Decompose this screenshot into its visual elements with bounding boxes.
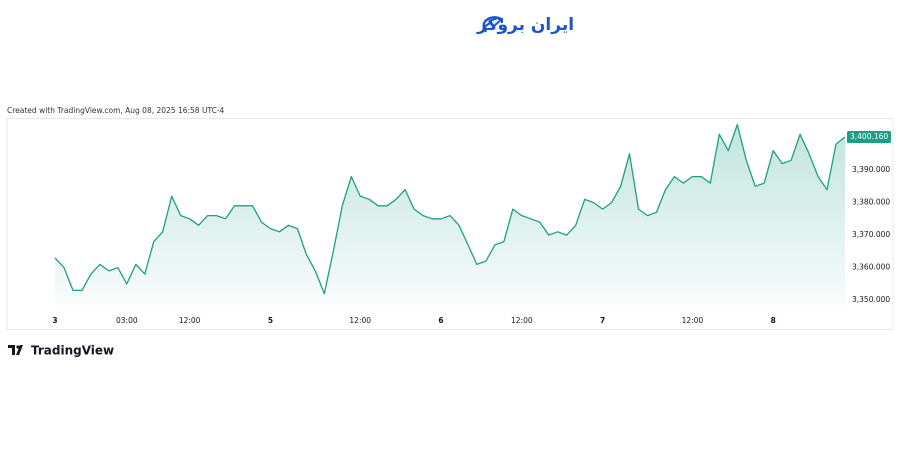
x-tick-label: 3 <box>52 316 57 325</box>
y-tick-label: 3,390.000 <box>852 165 890 174</box>
brand-icon-arrow <box>483 18 503 28</box>
chart-frame <box>6 118 894 330</box>
price-line <box>54 123 846 295</box>
last-price-label: 3,400.160 <box>850 132 888 141</box>
y-tick-label: 3,370.000 <box>852 230 890 239</box>
x-tick-label: 12:00 <box>511 316 533 325</box>
x-tick-label: 5 <box>268 316 273 325</box>
y-tick-label: 3,360.000 <box>852 263 890 272</box>
area <box>55 124 845 305</box>
x-tick-label: 12:00 <box>179 316 201 325</box>
y-tick-label: 3,380.000 <box>852 198 890 207</box>
y-tick-label: 3,350.000 <box>852 295 890 304</box>
x-tick-label: 7 <box>600 316 605 325</box>
brand-name: ایران بروکر <box>476 15 574 35</box>
tv-icon-dot <box>16 345 20 349</box>
caption: Created with TradingView.com, Aug 08, 20… <box>7 106 225 115</box>
footer-logo: TradingView <box>8 344 114 358</box>
x-tick-label: 8 <box>771 316 776 325</box>
x-tick-label: 03:00 <box>116 316 138 325</box>
plot: 3,350.000 3,360.000 3,370.000 3,380.000 3,39… <box>52 123 891 325</box>
x-tick-label: 12:00 <box>349 316 371 325</box>
tv-icon <box>8 345 23 355</box>
last-price-box <box>847 131 891 144</box>
footer-brand: TradingView <box>31 344 114 358</box>
brand-logo: ایران بروکر <box>476 15 574 35</box>
x-tick-label: 12:00 <box>682 316 704 325</box>
x-tick-label: 6 <box>438 316 443 325</box>
